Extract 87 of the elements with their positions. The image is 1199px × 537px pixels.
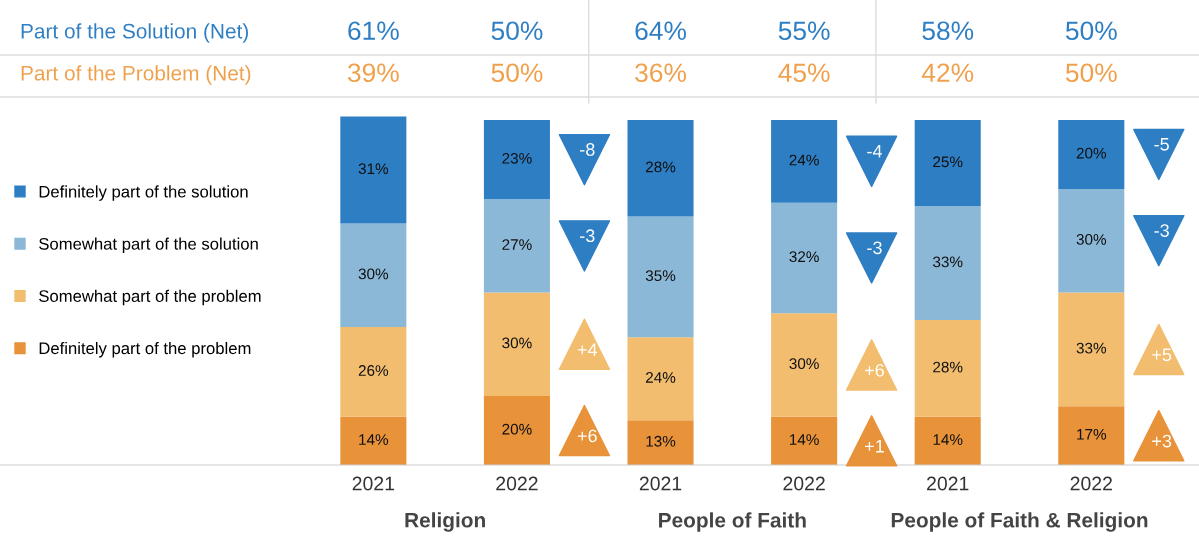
x-tick-label: 2021 — [352, 476, 395, 491]
text: 58% — [922, 21, 974, 41]
data-label: 32% — [789, 251, 819, 263]
data-label: 20% — [502, 423, 532, 435]
bar — [771, 416, 838, 465]
data-label: 27% — [502, 239, 532, 250]
data-label: 30% — [502, 337, 532, 349]
data-label: 13% — [646, 435, 676, 447]
data-label: 17% — [1077, 429, 1107, 440]
text: 50% — [491, 63, 543, 83]
annotation: -3 — [580, 229, 595, 243]
data-label: 14% — [933, 434, 963, 445]
bar — [771, 119, 838, 203]
bar — [914, 320, 981, 417]
annotation: +6 — [577, 429, 597, 443]
text: People of Faith & Religion — [891, 512, 1148, 532]
bar — [483, 119, 550, 200]
legend-label: Somewhat part of the problem — [39, 289, 261, 306]
data-label: 31% — [358, 163, 389, 175]
data-label: 23% — [502, 152, 532, 164]
text: 50% — [1065, 63, 1117, 83]
annotation: -5 — [1154, 138, 1169, 151]
annotation: +6 — [865, 363, 884, 377]
bar — [771, 313, 838, 417]
bar — [1058, 188, 1125, 293]
text: Part of the Problem (Net) — [21, 65, 251, 85]
text: Part of the Solution (Net) — [21, 23, 248, 43]
text: 42% — [921, 63, 974, 82]
text: 50% — [1065, 21, 1117, 41]
annotation: -4 — [867, 144, 882, 158]
text: 39% — [347, 63, 399, 83]
data-label: 28% — [933, 361, 963, 373]
data-label: 20% — [1076, 147, 1107, 159]
legend-label: Somewhat part of the solution — [39, 237, 258, 254]
x-tick-label: 2022 — [783, 476, 825, 491]
bar — [483, 395, 550, 465]
data-label: 30% — [358, 268, 389, 280]
data-label: 33% — [933, 256, 963, 268]
x-tick-label: 2021 — [639, 476, 682, 491]
data-label: 35% — [645, 270, 676, 282]
text: 64% — [635, 21, 686, 41]
bar — [1058, 119, 1125, 189]
annotation: +5 — [1152, 348, 1172, 362]
data-label: 30% — [789, 358, 819, 370]
text: 50% — [491, 21, 543, 41]
data-label: 14% — [359, 434, 389, 445]
text: 55% — [778, 21, 830, 41]
bar — [771, 202, 838, 314]
legend-label: Definitely part of the problem — [39, 341, 251, 358]
bar — [340, 223, 407, 327]
bar — [914, 206, 981, 321]
bar — [483, 199, 550, 293]
bar — [627, 216, 694, 338]
legend-label: Definitely part of the solution — [39, 185, 248, 201]
text: People of Faith — [659, 512, 806, 532]
bar — [1058, 406, 1125, 465]
annotation: +1 — [865, 439, 884, 453]
annotation: -3 — [1154, 224, 1169, 237]
data-label: 28% — [646, 161, 676, 173]
annotation: -8 — [580, 143, 595, 156]
bar — [340, 116, 407, 224]
data-label: 26% — [358, 365, 389, 376]
text: 36% — [635, 63, 686, 83]
bar — [627, 119, 694, 217]
annotation: +3 — [1152, 434, 1172, 448]
data-label: 24% — [789, 154, 819, 166]
data-label: 14% — [790, 434, 819, 445]
data-label: 24% — [646, 372, 676, 383]
x-tick-label: 2021 — [927, 476, 969, 491]
annotation: +4 — [577, 343, 598, 356]
text: 61% — [348, 21, 399, 41]
bar — [340, 326, 407, 417]
bar — [1058, 292, 1125, 407]
bar — [483, 292, 550, 396]
data-label: 25% — [933, 156, 963, 168]
annotation: -3 — [867, 241, 882, 255]
data-label: 30% — [1076, 233, 1107, 245]
bar — [627, 337, 694, 421]
text: Religion — [405, 512, 485, 532]
bar — [914, 119, 981, 207]
text: 45% — [778, 63, 830, 83]
x-tick-label: 2022 — [1070, 476, 1112, 491]
x-tick-label: 2022 — [496, 476, 538, 491]
data-label: 33% — [1076, 342, 1107, 354]
bar — [627, 420, 694, 465]
bar — [340, 416, 407, 465]
bar — [914, 416, 981, 465]
